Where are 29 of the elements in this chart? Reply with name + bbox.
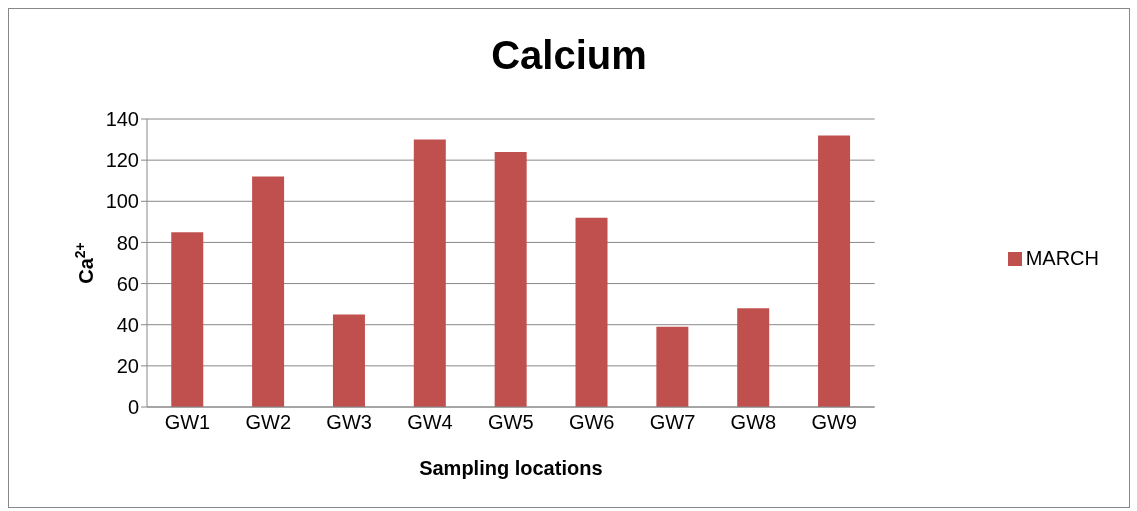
y-tick-label: 140 [105,108,139,131]
y-tick-label: 20 [116,354,139,377]
y-tick-label: 0 [127,396,139,419]
x-tick-label: GW9 [811,411,858,434]
bar [413,139,446,407]
x-tick-label: GW3 [326,411,372,434]
x-tick-label: GW6 [568,411,615,434]
x-tick-label: GW8 [730,411,777,434]
x-tick-label: GW7 [649,411,696,434]
y-tick-label: 40 [116,313,139,336]
x-tick-label: GW4 [407,411,453,434]
x-tick-label: GW5 [488,411,534,434]
legend-label: MARCH [1025,246,1099,269]
bar [737,308,770,407]
y-tick-label: 100 [105,190,139,213]
bar [252,176,285,407]
bar [656,326,689,407]
y-tick-label: 60 [116,272,139,295]
bar [171,232,204,407]
x-tick-label: GW1 [164,411,211,434]
chart-title: Calcium [490,33,648,78]
bar [494,151,527,407]
x-tick-label: GW2 [245,411,292,434]
bar [332,314,365,407]
y-tick-label: 80 [116,231,139,254]
bar [818,135,851,407]
bar [575,217,608,407]
y-tick-label: 120 [105,149,139,172]
x-axis-title: Sampling locations [419,457,603,479]
